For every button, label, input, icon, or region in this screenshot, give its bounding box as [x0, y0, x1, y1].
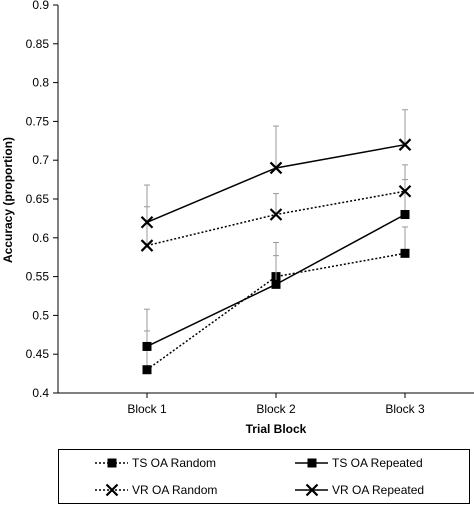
series-layer [140, 109, 412, 375]
legend-marker [105, 483, 119, 497]
series-line [146, 252, 406, 371]
legend-item: TS OA Random [95, 456, 216, 470]
marker-stroke [105, 483, 119, 497]
legend-label: VR OA Repeated [332, 483, 424, 497]
x-tick-label: Block 3 [385, 402, 425, 416]
legend: TS OA Random TS OA Repeated VR OA Random VR… [58, 449, 470, 504]
legend-marker [305, 483, 319, 497]
marker-stroke [140, 239, 154, 252]
y-axis-title: Accuracy (proportion) [1, 137, 15, 263]
y-tick-label: 0.8 [32, 76, 49, 90]
marker-stroke [269, 161, 283, 175]
y-tick-label: 0.55 [26, 270, 50, 284]
x-axis-title: Trial Block [246, 422, 307, 436]
legend-label: TS OA Random [132, 456, 216, 470]
legend-label: TS OA Repeated [332, 456, 423, 470]
legend-item: VR OA Random [95, 483, 217, 497]
chart-axes: 0.4 0.45 0.5 0.55 0.6 0.65 0.7 0.75 0.8 0.85 0.9 Bl… [26, 0, 474, 416]
x-tick-label: Block 1 [127, 402, 167, 416]
x-tick-label: Block 2 [256, 402, 296, 416]
data-point [140, 239, 154, 252]
y-tick-label: 0.9 [32, 0, 49, 12]
data-point [142, 341, 152, 351]
y-tick-label: 0.85 [26, 37, 50, 51]
data-point [400, 248, 410, 258]
data-point [271, 279, 281, 289]
data-point [398, 138, 412, 151]
data-point [398, 184, 412, 198]
data-point [269, 161, 283, 175]
marker-stroke [398, 138, 412, 151]
marker-stroke [305, 483, 319, 497]
data-point [140, 216, 154, 229]
series-vr-oa-random [140, 164, 412, 252]
data-point [400, 210, 410, 220]
y-tick-label: 0.4 [32, 386, 49, 400]
series-ts-oa-random [142, 226, 410, 375]
legend-box [58, 449, 470, 504]
y-tick-label: 0.6 [32, 231, 49, 245]
legend-label: VR OA Random [132, 483, 217, 497]
y-tick-label: 0.45 [26, 347, 50, 361]
y-tick-label: 0.75 [26, 114, 50, 128]
legend-marker [307, 458, 317, 468]
y-tick-label: 0.5 [32, 308, 49, 322]
y-tick-label: 0.65 [26, 192, 50, 206]
legend-marker [107, 458, 117, 468]
data-point [269, 208, 283, 221]
marker-stroke [398, 184, 412, 198]
y-tick-label: 0.7 [32, 153, 49, 167]
series-ts-oa-repeated [142, 179, 410, 351]
data-point [142, 365, 152, 375]
legend-item: TS OA Repeated [295, 456, 423, 470]
legend-item: VR OA Repeated [295, 483, 424, 497]
marker-stroke [269, 208, 283, 221]
marker-stroke [140, 216, 154, 229]
series-vr-oa-repeated [140, 109, 412, 229]
